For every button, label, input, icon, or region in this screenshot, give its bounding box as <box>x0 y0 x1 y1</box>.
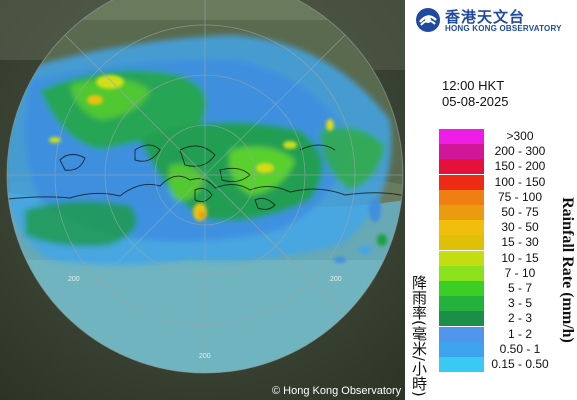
legend-swatch <box>439 341 484 357</box>
legend-label: 50 - 75 <box>501 205 539 219</box>
legend-label: 150 - 200 <box>494 159 546 174</box>
legend-label: 15 - 30 <box>501 235 539 250</box>
range-rings <box>7 0 403 373</box>
timestamp-date: 05-08-2025 <box>442 94 509 109</box>
legend-label: 7 - 10 <box>504 265 536 280</box>
range-label-south: 200 <box>199 353 211 360</box>
map-copyright: © Hong Kong Observatory <box>272 385 402 397</box>
legend-swatch <box>439 174 484 190</box>
legend-label: 200 - 300 <box>494 144 546 159</box>
legend-label: 0.50 - 1 <box>499 341 541 356</box>
legend-swatch <box>439 326 484 342</box>
legend-swatch <box>439 357 484 372</box>
legend-swatch <box>439 144 484 160</box>
radar-image: 200 200 200 <box>0 0 405 400</box>
range-label-west: 200 <box>68 276 80 283</box>
legend-label: 10 - 15 <box>501 250 539 265</box>
legend-swatch <box>439 235 484 251</box>
legend-swatch <box>439 281 484 296</box>
legend-title-en: Rainfall Rate (mm/h) <box>559 197 576 343</box>
legend-title-cn: 降雨率(毫米/小時) <box>410 275 428 397</box>
legend-swatch <box>439 250 484 266</box>
legend-swatch <box>439 205 484 220</box>
legend-label: >300 <box>506 129 534 143</box>
legend-label: 0.15 - 0.50 <box>491 357 549 371</box>
timestamp-time: 12:00 HKT <box>442 78 505 93</box>
legend-label: 75 - 100 <box>497 189 543 204</box>
legend-swatch <box>439 159 484 175</box>
legend-panel: 香港天文台 HONG KONG OBSERVATORY 12:00 HKT 05… <box>405 0 577 400</box>
legend-swatch <box>439 311 484 327</box>
range-label-east: 200 <box>330 276 342 283</box>
legend-label: 2 - 3 <box>507 311 532 326</box>
legend-label: 3 - 5 <box>507 296 532 311</box>
legend-swatch <box>439 220 484 236</box>
logo-name-en: HONG KONG OBSERVATORY <box>445 24 562 33</box>
legend-swatch <box>439 189 484 205</box>
legend-label: 1 - 2 <box>507 326 532 341</box>
legend-label: 100 - 150 <box>494 174 546 189</box>
legend-label: 30 - 50 <box>501 220 539 235</box>
legend-label: 5 - 7 <box>507 281 532 295</box>
hko-emblem-icon <box>416 8 440 32</box>
logo-name-cn: 香港天文台 <box>445 8 526 26</box>
radar-disk <box>7 0 403 373</box>
legend-swatch <box>439 296 484 312</box>
legend-swatch <box>439 265 484 281</box>
legend-swatch <box>439 129 484 144</box>
radar-map: 200 200 200 © Hong Kong Observatory <box>0 0 405 400</box>
